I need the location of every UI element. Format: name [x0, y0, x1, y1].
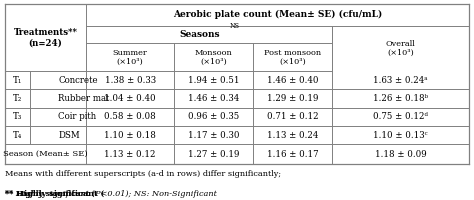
Text: 1.13 ± 0.12: 1.13 ± 0.12	[104, 150, 156, 159]
Text: 1.94 ± 0.51: 1.94 ± 0.51	[188, 76, 239, 85]
Text: Means with different superscripts (a-d in rows) differ significantly;: Means with different superscripts (a-d i…	[5, 170, 281, 178]
Text: Season (Mean± SE): Season (Mean± SE)	[3, 150, 88, 158]
Text: Coir pith: Coir pith	[58, 112, 96, 121]
Text: T₁: T₁	[13, 76, 22, 85]
Text: Rubber mat: Rubber mat	[58, 94, 109, 103]
Text: T₂: T₂	[13, 94, 22, 103]
Text: 1.18 ± 0.09: 1.18 ± 0.09	[375, 150, 427, 159]
Text: 1.26 ± 0.18ᵇ: 1.26 ± 0.18ᵇ	[373, 94, 428, 103]
Text: T₃: T₃	[13, 112, 22, 121]
Text: ** Highly significant (: ** Highly significant (	[5, 190, 104, 198]
Text: 1.38 ± 0.33: 1.38 ± 0.33	[105, 76, 156, 85]
Text: Summer
(×10³): Summer (×10³)	[113, 49, 147, 66]
Text: 1.04 ± 0.40: 1.04 ± 0.40	[104, 94, 156, 103]
Text: Aerobic plate count (Mean± SE) (cfu/mL): Aerobic plate count (Mean± SE) (cfu/mL)	[173, 10, 382, 19]
Text: 1.17 ± 0.30: 1.17 ± 0.30	[188, 131, 239, 140]
Text: DSM: DSM	[58, 131, 80, 140]
Text: Post monsoon
(×10³): Post monsoon (×10³)	[264, 49, 321, 66]
Text: ** Highly significant (P<0.01); NS: Non-Significant: ** Highly significant (P<0.01); NS: Non-…	[5, 190, 217, 198]
Text: 1.29 ± 0.19: 1.29 ± 0.19	[267, 94, 319, 103]
Text: 1.46 ± 0.34: 1.46 ± 0.34	[188, 94, 239, 103]
Text: 1.16 ± 0.17: 1.16 ± 0.17	[267, 150, 319, 159]
Text: T₄: T₄	[13, 131, 22, 140]
Text: 0.58 ± 0.08: 0.58 ± 0.08	[104, 112, 156, 121]
Text: Treatments**
(n=24): Treatments** (n=24)	[13, 28, 77, 47]
Text: ** Highly significant (: ** Highly significant (	[5, 190, 94, 198]
Text: 0.96 ± 0.35: 0.96 ± 0.35	[188, 112, 239, 121]
Text: 1.46 ± 0.40: 1.46 ± 0.40	[267, 76, 319, 85]
Text: 1.13 ± 0.24: 1.13 ± 0.24	[267, 131, 319, 140]
Text: Monsoon
(×10³): Monsoon (×10³)	[195, 49, 233, 66]
Text: Overall
(×10³): Overall (×10³)	[386, 40, 416, 57]
Text: 0.71 ± 0.12: 0.71 ± 0.12	[267, 112, 319, 121]
Text: 0.75 ± 0.12ᵈ: 0.75 ± 0.12ᵈ	[373, 112, 428, 121]
Text: 1.10 ± 0.13ᶜ: 1.10 ± 0.13ᶜ	[374, 131, 428, 140]
Text: 1.27 ± 0.19: 1.27 ± 0.19	[188, 150, 239, 159]
Text: Seasons: Seasons	[180, 30, 220, 39]
Text: 1.10 ± 0.18: 1.10 ± 0.18	[104, 131, 156, 140]
Text: Concrete: Concrete	[58, 76, 98, 85]
Text: 1.63 ± 0.24ᵃ: 1.63 ± 0.24ᵃ	[374, 76, 428, 85]
Text: NS: NS	[230, 22, 240, 30]
